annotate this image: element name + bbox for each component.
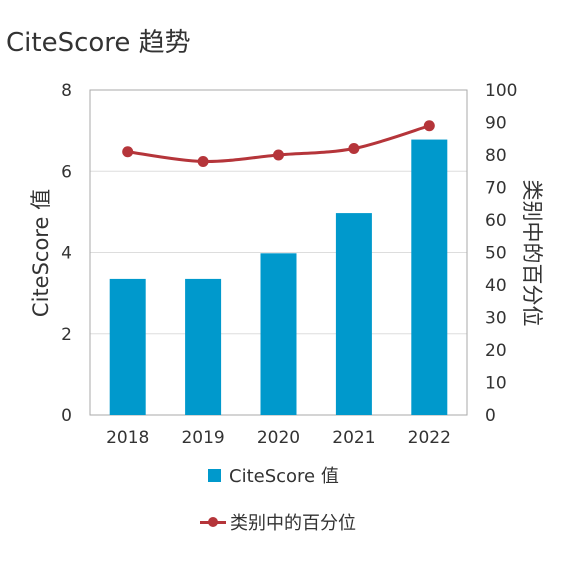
left-axis-title: CiteScore 值 (29, 189, 53, 317)
left-axis-ticks: 0 2 4 6 8 (61, 81, 72, 426)
right-tick-label: 90 (485, 114, 507, 134)
legend-bar-label: CiteScore 值 (229, 466, 339, 487)
right-tick-label: 50 (485, 244, 507, 264)
right-tick-label: 30 (485, 309, 507, 329)
x-tick-label: 2018 (106, 428, 149, 448)
left-tick-label: 8 (61, 81, 72, 101)
x-axis-ticks: 2018 2019 2020 2021 2022 (106, 428, 451, 448)
bar (335, 213, 372, 415)
percentile-point (348, 143, 360, 154)
right-axis-title: 类别中的百分位 (520, 180, 544, 327)
legend-line-swatch (200, 515, 226, 529)
left-tick-label: 0 (61, 406, 72, 426)
right-tick-label: 20 (485, 341, 507, 361)
legend-bar-swatch (208, 468, 221, 482)
left-tick-label: 4 (61, 244, 72, 264)
percentile-point (423, 120, 435, 132)
bar (411, 139, 448, 415)
right-tick-label: 10 (485, 374, 507, 394)
x-tick-label: 2021 (332, 428, 375, 448)
percentile-point (197, 156, 209, 167)
left-tick-label: 6 (61, 162, 72, 182)
right-tick-label: 40 (485, 276, 507, 296)
right-tick-label: 100 (485, 81, 517, 101)
x-tick-label: 2020 (257, 428, 300, 448)
right-tick-label: 80 (485, 146, 507, 166)
right-axis-ticks: 0 10 20 30 40 50 60 70 80 90 100 (485, 81, 517, 426)
right-tick-label: 0 (485, 406, 496, 426)
x-tick-label: 2022 (408, 428, 451, 448)
line-series (122, 120, 435, 167)
percentile-point (122, 146, 134, 158)
bar (260, 253, 297, 415)
bar (109, 278, 146, 415)
right-tick-label: 70 (485, 179, 507, 199)
legend-item-bar: CiteScore 值 (208, 462, 339, 488)
chart-title: CiteScore 趋势 (6, 28, 191, 58)
legend-item-line: 类别中的百分位 (200, 509, 356, 535)
bar-series (109, 139, 448, 415)
x-tick-label: 2019 (181, 428, 224, 448)
legend-line-label: 类别中的百分位 (230, 513, 356, 534)
left-tick-label: 2 (61, 325, 72, 345)
bar (185, 278, 222, 415)
right-tick-label: 60 (485, 211, 507, 231)
percentile-point (273, 149, 284, 161)
